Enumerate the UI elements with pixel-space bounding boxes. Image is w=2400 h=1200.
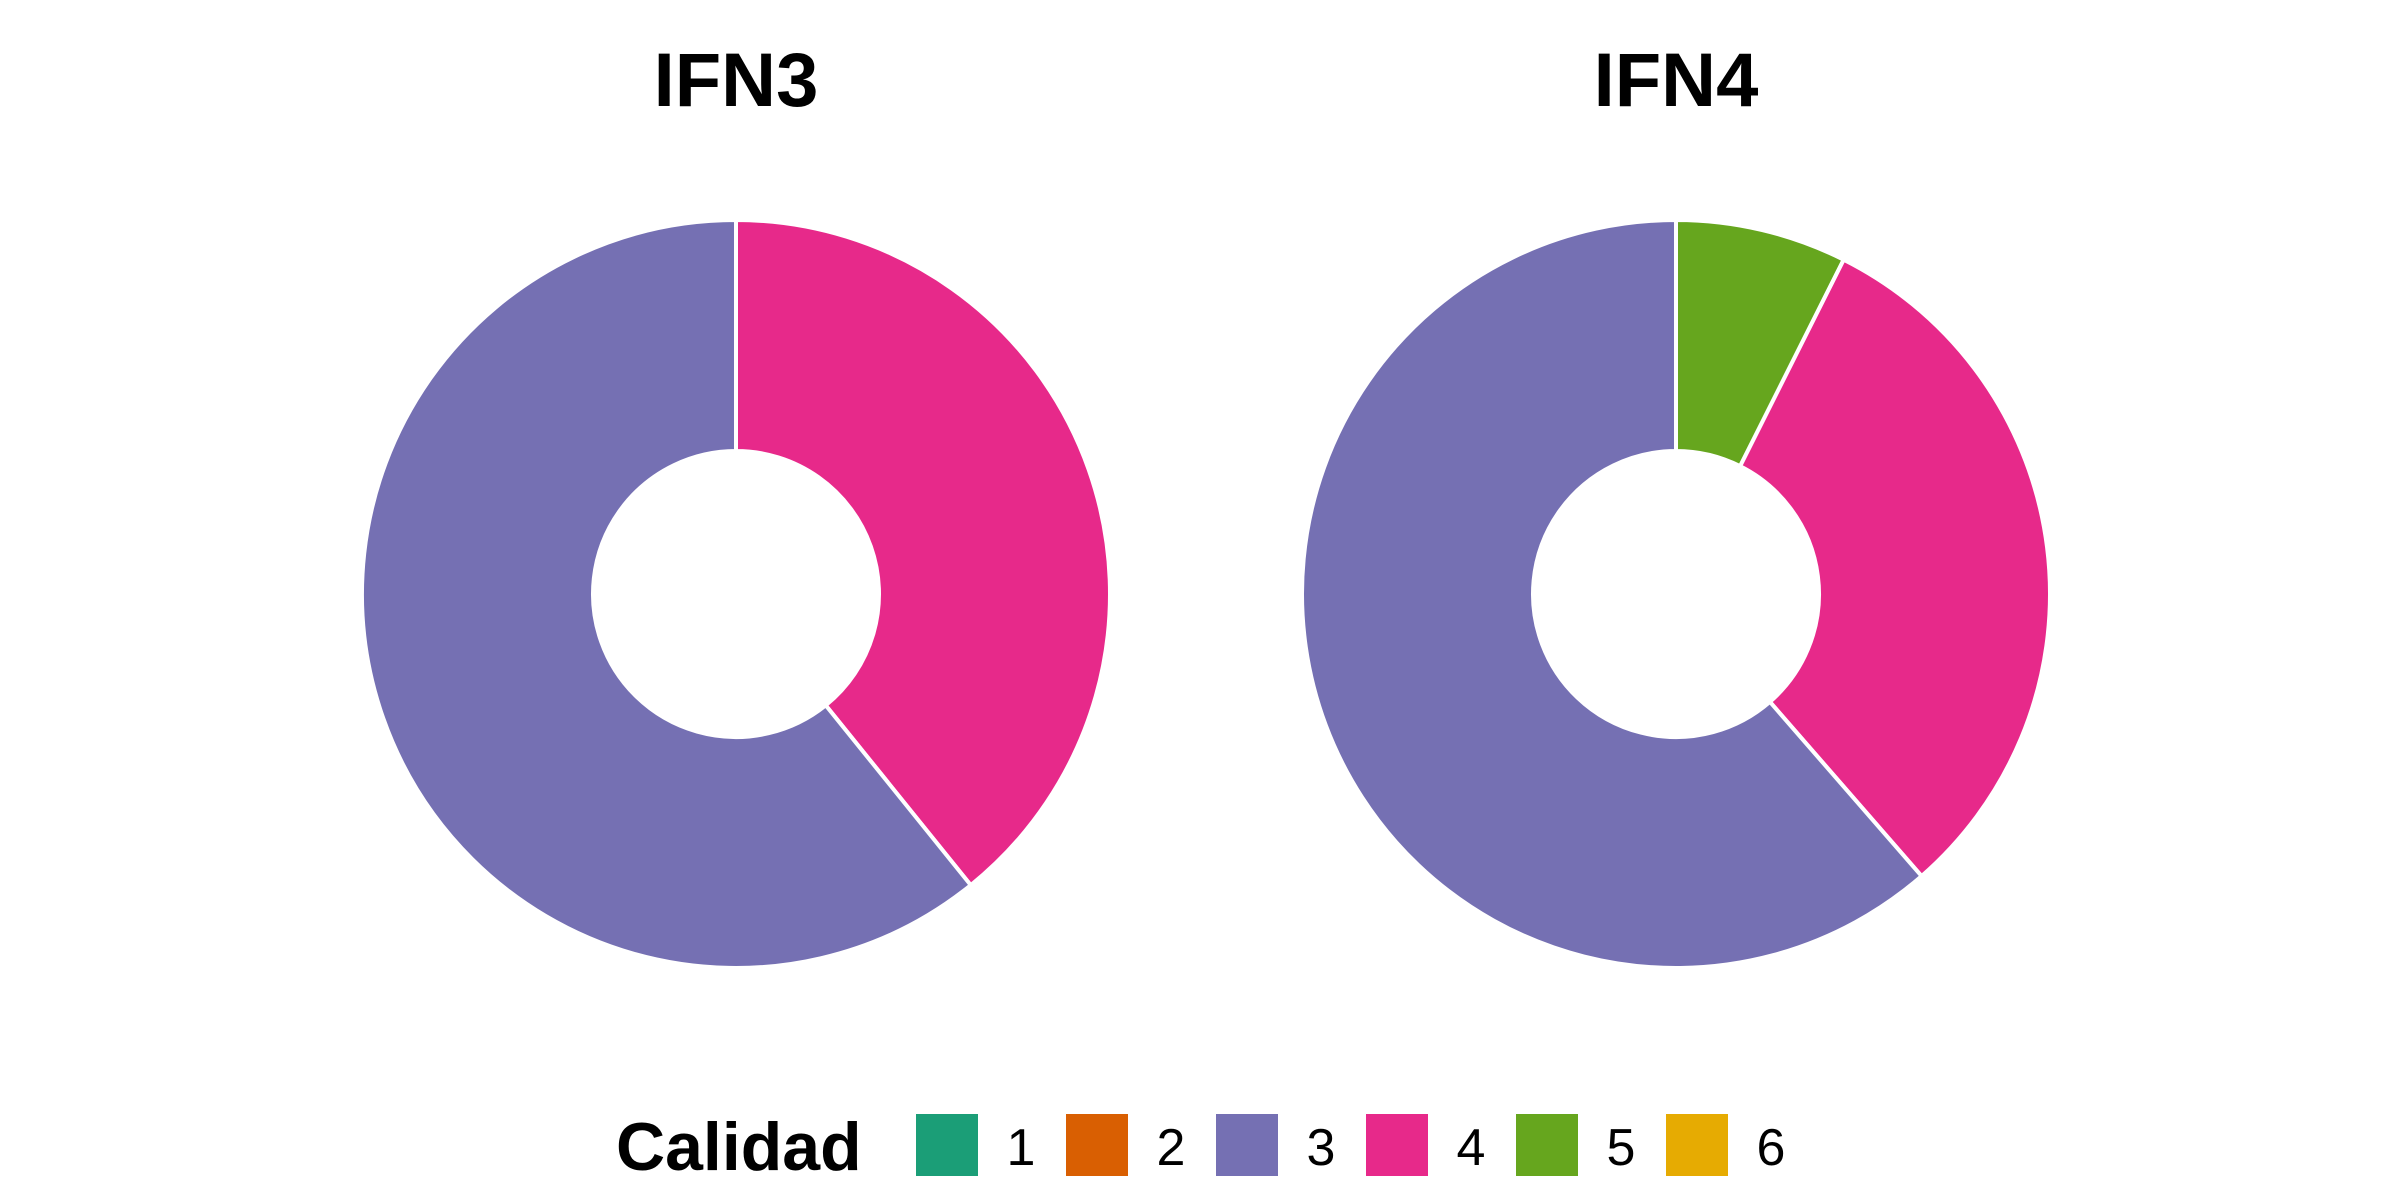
legend-swatch-2 [1066, 1114, 1128, 1176]
slice-ifn3-cat-3 [360, 217, 974, 970]
donut-ifn3 [360, 217, 1113, 970]
slice-ifn4-cat-3 [1300, 217, 1925, 970]
panel-title-ifn4: IFN4 [1594, 38, 1759, 123]
donut-ifn4 [1300, 217, 2052, 970]
panel-ifn3: IFN3 [360, 38, 1113, 970]
legend-swatch-5 [1516, 1114, 1578, 1176]
legend-label-4: 4 [1457, 1119, 1486, 1177]
legend-title: Calidad [616, 1109, 862, 1185]
legend: Calidad 1 2 3 4 5 6 [616, 1109, 1785, 1185]
panel-title-ifn3: IFN3 [654, 38, 819, 123]
legend-swatch-6 [1666, 1114, 1728, 1176]
panel-ifn4: IFN4 [1300, 38, 2052, 970]
legend-label-6: 6 [1757, 1119, 1786, 1177]
legend-swatch-4 [1366, 1114, 1428, 1176]
slice-ifn3-cat-4 [734, 217, 1113, 888]
slice-ifn4-cat-4 [1737, 257, 2052, 879]
legend-swatch-1 [916, 1114, 978, 1176]
legend-label-2: 2 [1157, 1119, 1186, 1177]
legend-label-1: 1 [1007, 1119, 1036, 1177]
legend-label-3: 3 [1307, 1119, 1336, 1177]
legend-swatch-3 [1216, 1114, 1278, 1176]
legend-label-5: 5 [1607, 1119, 1636, 1177]
